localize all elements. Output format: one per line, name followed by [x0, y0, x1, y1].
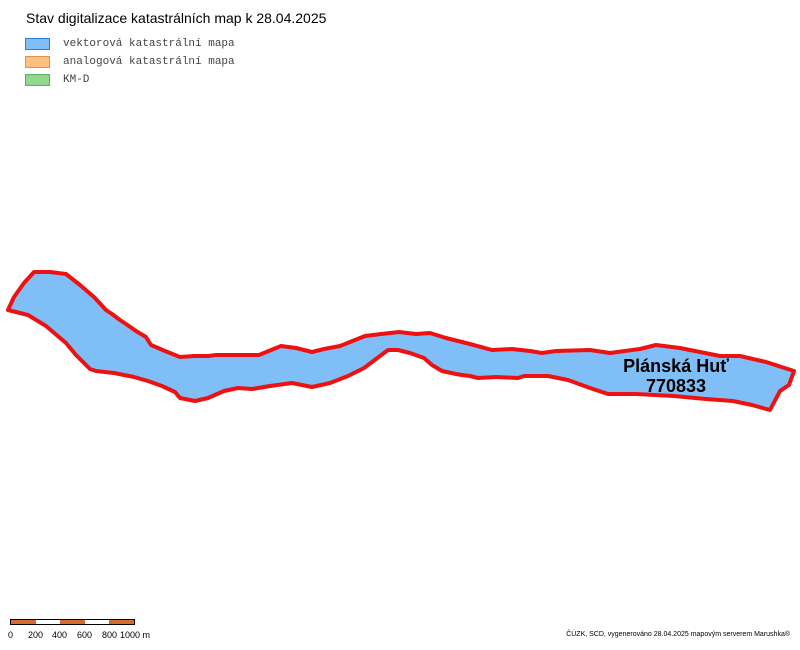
legend-item-vector: vektorová katastrální mapa: [25, 35, 235, 53]
legend-swatch-vector: [25, 38, 50, 50]
legend-label-analog: analogová katastrální mapa: [63, 56, 235, 68]
map-title: Stav digitalizace katastrálních map k 28…: [26, 10, 327, 26]
scale-bar: [10, 619, 135, 625]
legend-swatch-analog: [25, 56, 50, 68]
scale-segment: [60, 620, 85, 624]
scale-label: 0: [8, 630, 14, 640]
legend-item-analog: analogová katastrální mapa: [25, 53, 235, 71]
legend-label-kmd: KM-D: [63, 74, 90, 86]
scale-labels: 0 200 400 600 800 1000 m: [0, 630, 200, 642]
scale-segment: [84, 620, 110, 624]
scale-label: 800: [102, 630, 118, 640]
scale-segment: [109, 620, 134, 624]
parcel-polygon[interactable]: [6, 270, 796, 412]
legend-swatch-kmd: [25, 74, 50, 86]
scale-label: 200: [28, 630, 44, 640]
scale-segment: [11, 620, 36, 624]
scale-segment: [35, 620, 61, 624]
legend-item-kmd: KM-D: [25, 71, 235, 89]
parcel-name-label: Plánská Huť: [623, 356, 729, 376]
legend-label-vector: vektorová katastrální mapa: [63, 38, 235, 50]
scale-label: 600: [77, 630, 93, 640]
legend: vektorová katastrální mapa analogová kat…: [25, 35, 235, 89]
map-credits: ČÚZK, SCD, vygenerováno 28.04.2025 mapov…: [566, 631, 790, 638]
scale-label: 400: [52, 630, 68, 640]
scale-label: 1000 m: [120, 630, 151, 640]
parcel-code-label: 770833: [646, 376, 706, 396]
